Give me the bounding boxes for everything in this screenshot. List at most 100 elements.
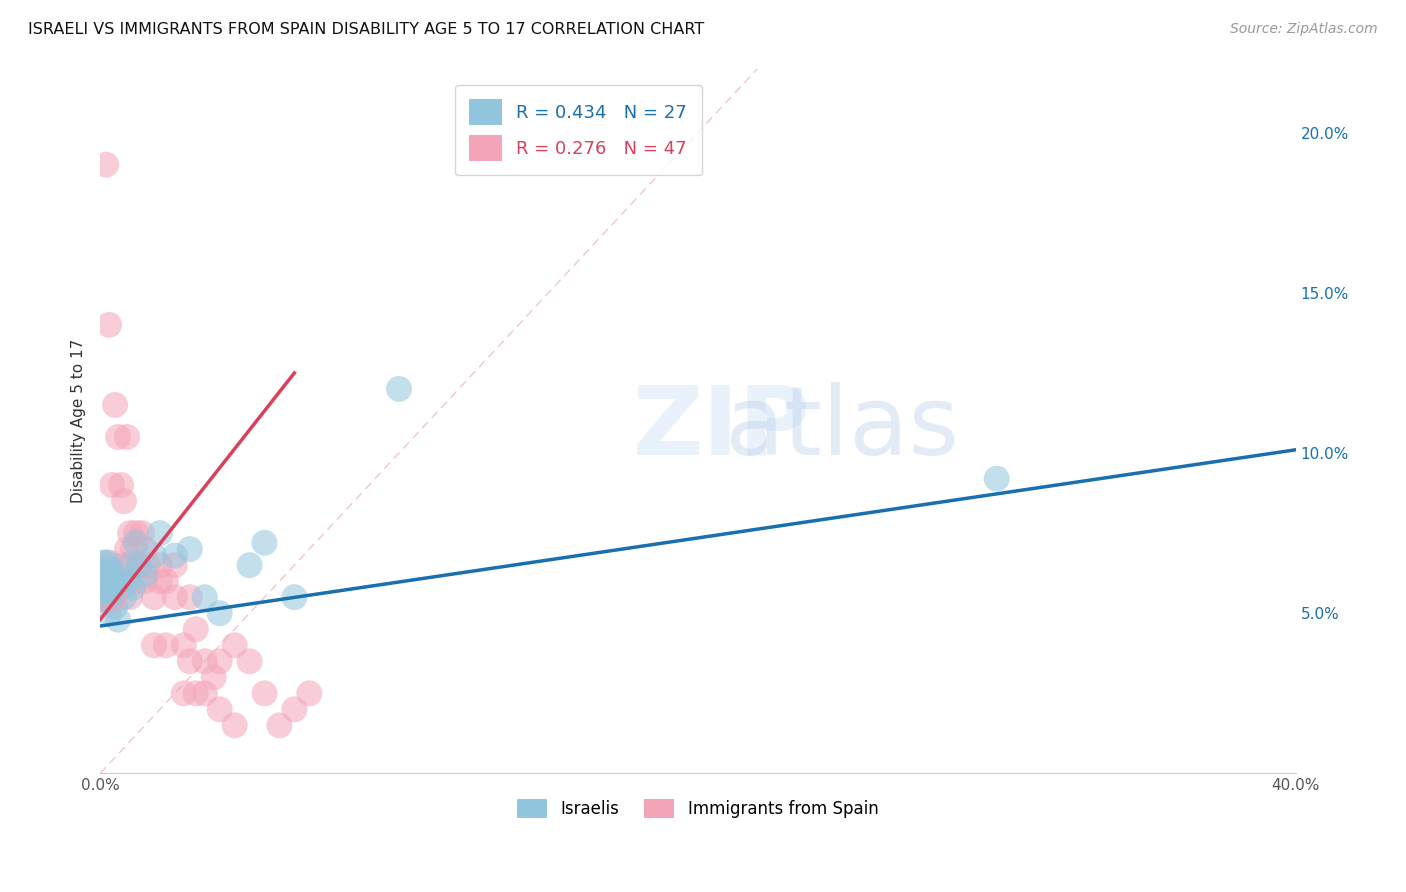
Point	[142, 549, 165, 563]
Point	[118, 591, 141, 605]
Point	[94, 581, 117, 595]
Point	[94, 581, 117, 595]
Point	[115, 430, 138, 444]
Point	[194, 654, 217, 668]
Point	[194, 591, 217, 605]
Point	[94, 591, 117, 605]
Point	[112, 494, 135, 508]
Point	[986, 472, 1008, 486]
Point	[224, 718, 246, 732]
Point	[179, 542, 201, 557]
Point	[91, 574, 114, 589]
Point	[224, 638, 246, 652]
Point	[149, 526, 172, 541]
Point	[107, 430, 129, 444]
Point	[94, 574, 117, 589]
Point	[128, 558, 150, 573]
Point	[136, 558, 159, 573]
Point	[107, 567, 129, 582]
Point	[98, 574, 121, 589]
Point	[98, 591, 121, 605]
Point	[115, 542, 138, 557]
Point	[94, 574, 117, 589]
Point	[163, 591, 186, 605]
Point	[155, 574, 177, 589]
Point	[101, 583, 124, 598]
Point	[202, 670, 225, 684]
Point	[110, 581, 132, 595]
Point	[110, 478, 132, 492]
Point	[131, 526, 153, 541]
Point	[173, 638, 195, 652]
Point	[91, 558, 114, 573]
Point	[163, 549, 186, 563]
Point	[94, 558, 117, 573]
Point	[94, 567, 117, 582]
Point	[142, 638, 165, 652]
Point	[122, 581, 145, 595]
Point	[94, 567, 117, 582]
Point	[98, 574, 121, 589]
Point	[388, 382, 411, 396]
Point	[118, 526, 141, 541]
Point	[98, 606, 121, 620]
Point	[208, 606, 231, 620]
Point	[149, 574, 172, 589]
Point	[122, 542, 145, 557]
Point	[98, 581, 121, 595]
Point	[118, 558, 141, 573]
Point	[142, 591, 165, 605]
Point	[184, 686, 207, 700]
Point	[104, 398, 127, 412]
Point	[184, 622, 207, 636]
Point	[125, 535, 148, 549]
Point	[298, 686, 321, 700]
Text: atlas: atlas	[724, 382, 959, 475]
Point	[98, 591, 121, 605]
Point	[115, 574, 138, 589]
Point	[125, 574, 148, 589]
Point	[179, 591, 201, 605]
Point	[98, 558, 121, 573]
Point	[173, 686, 195, 700]
Point	[112, 591, 135, 605]
Point	[125, 526, 148, 541]
Point	[91, 581, 114, 595]
Point	[208, 702, 231, 716]
Point	[101, 591, 124, 605]
Y-axis label: Disability Age 5 to 17: Disability Age 5 to 17	[72, 339, 86, 503]
Point	[112, 558, 135, 573]
Point	[149, 558, 172, 573]
Text: Source: ZipAtlas.com: Source: ZipAtlas.com	[1230, 22, 1378, 37]
Point	[94, 158, 117, 172]
Point	[128, 558, 150, 573]
Point	[283, 591, 305, 605]
Point	[94, 591, 117, 605]
Point	[101, 478, 124, 492]
Point	[155, 638, 177, 652]
Point	[91, 581, 114, 595]
Point	[91, 581, 114, 595]
Point	[101, 583, 124, 598]
Point	[253, 535, 276, 549]
Point	[91, 591, 114, 605]
Point	[98, 574, 121, 589]
Legend: Israelis, Immigrants from Spain: Israelis, Immigrants from Spain	[510, 792, 886, 825]
Point	[91, 574, 114, 589]
Point	[107, 613, 129, 627]
Point	[101, 581, 124, 595]
Point	[134, 542, 156, 557]
Point	[238, 558, 260, 573]
Point	[194, 686, 217, 700]
Point	[179, 654, 201, 668]
Point	[134, 567, 156, 582]
Point	[253, 686, 276, 700]
Point	[101, 574, 124, 589]
Point	[134, 574, 156, 589]
Point	[98, 318, 121, 332]
Text: ZIP: ZIP	[633, 382, 811, 475]
Text: ISRAELI VS IMMIGRANTS FROM SPAIN DISABILITY AGE 5 TO 17 CORRELATION CHART: ISRAELI VS IMMIGRANTS FROM SPAIN DISABIL…	[28, 22, 704, 37]
Point	[98, 574, 121, 589]
Point	[104, 599, 127, 614]
Point	[283, 702, 305, 716]
